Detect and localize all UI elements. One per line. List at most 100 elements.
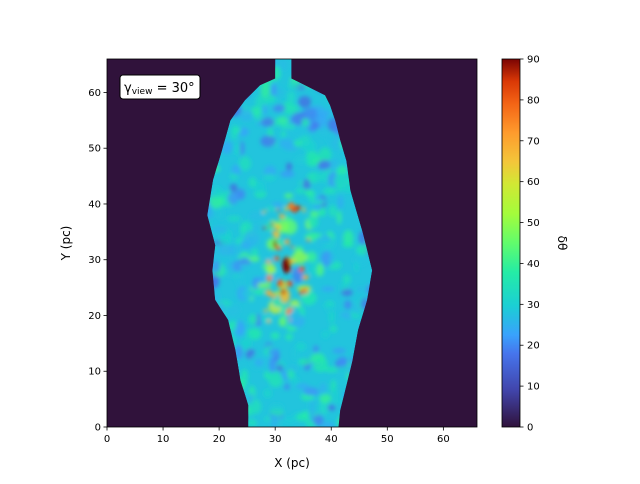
heatmap-cell xyxy=(218,244,235,256)
heatmap-cell xyxy=(240,338,252,352)
heatmap-cell xyxy=(234,142,241,156)
heatmap-cell xyxy=(252,277,260,290)
heatmap-cell xyxy=(322,303,336,308)
heatmap-cell xyxy=(234,345,244,360)
heatmap-cell xyxy=(357,286,362,292)
heatmap-cell xyxy=(318,399,329,415)
heatmap-hotspot xyxy=(265,260,272,263)
heatmap-cell xyxy=(237,258,253,265)
heatmap-cell xyxy=(211,226,228,233)
heatmap-cell xyxy=(248,313,258,325)
heatmap-cell xyxy=(302,178,311,191)
heatmap-cell xyxy=(319,206,326,217)
x-tick-label: 40 xyxy=(325,434,338,445)
heatmap-cell xyxy=(249,211,264,221)
heatmap-cell xyxy=(312,414,324,426)
heatmap-cell xyxy=(289,125,306,138)
heatmap-hotspot xyxy=(263,309,269,313)
heatmap-hotspot xyxy=(262,226,268,229)
y-tick-label: 10 xyxy=(88,367,101,378)
heatmap-cell xyxy=(248,176,257,188)
heatmap-hotspot xyxy=(270,223,273,227)
heatmap-cell xyxy=(319,382,327,396)
heatmap-cell xyxy=(337,365,350,372)
heatmap-cell xyxy=(270,332,280,340)
svg-text:γview = 30°: γview = 30° xyxy=(124,81,195,97)
colorbar-tick-label: 60 xyxy=(527,177,540,188)
heatmap-hotspot xyxy=(266,275,273,282)
y-tick-label: 60 xyxy=(88,88,101,99)
heatmap-hotspot xyxy=(285,311,291,315)
heatmap-cell xyxy=(295,413,309,422)
heatmap-cell xyxy=(313,345,319,353)
heatmap-cell xyxy=(349,314,365,319)
heatmap-cell xyxy=(260,82,271,99)
heatmap-cell xyxy=(319,393,332,404)
heatmap-cell xyxy=(332,388,340,405)
heatmap-hotspot xyxy=(298,266,305,273)
heatmap-hotspot xyxy=(277,279,283,286)
heatmap-cell xyxy=(342,274,351,285)
heatmap-cell xyxy=(238,156,252,171)
heatmap-cell xyxy=(285,333,293,341)
heatmap-cell xyxy=(307,216,319,229)
heatmap-cell xyxy=(317,159,332,170)
heatmap-cell xyxy=(229,173,239,180)
heatmap-cell xyxy=(305,190,314,196)
x-tick-label: 30 xyxy=(269,434,282,445)
heatmap-cell xyxy=(278,138,294,148)
heatmap-cell xyxy=(227,261,234,277)
heatmap-cell xyxy=(339,282,348,291)
heatmap-hotspot xyxy=(265,289,272,296)
annotation-box: γview = 30° xyxy=(119,74,201,100)
colorbar-tick-label: 80 xyxy=(527,95,540,106)
colorbar xyxy=(501,58,521,428)
heatmap-hotspot xyxy=(294,205,302,210)
heatmap-cell xyxy=(310,233,323,238)
y-tick-label: 20 xyxy=(88,311,101,322)
heatmap-cell xyxy=(254,358,264,367)
heatmap-cell xyxy=(212,186,223,198)
heatmap-hotspot xyxy=(262,210,267,214)
x-tick-label: 50 xyxy=(381,434,394,445)
heatmap-hotspot xyxy=(288,202,295,211)
heatmap-cell xyxy=(276,219,289,234)
heatmap-cell xyxy=(329,253,336,264)
x-tick-label: 0 xyxy=(104,434,110,445)
heatmap-hotspot xyxy=(276,208,280,212)
heatmap-cell xyxy=(235,188,246,200)
annotation-subscript: view xyxy=(132,87,153,97)
heatmap-hotspot xyxy=(272,230,276,236)
heatmap-cell xyxy=(303,387,319,396)
heatmap-cell xyxy=(321,330,330,339)
heatmap-cell xyxy=(284,215,292,221)
heatmap-cell xyxy=(328,310,335,324)
plot-frame xyxy=(106,58,478,428)
heatmap-cell xyxy=(286,90,296,104)
heatmap-cell xyxy=(332,348,346,354)
heatmap-cell xyxy=(301,117,310,127)
heatmap-cell xyxy=(278,316,287,327)
heatmap-cell xyxy=(253,180,266,195)
heatmap-cell xyxy=(264,175,274,181)
heatmap-cell xyxy=(209,194,224,209)
heatmap-cell xyxy=(279,287,291,304)
heatmap-cell xyxy=(270,414,281,427)
heatmap-cell xyxy=(231,124,238,141)
heatmap-cell xyxy=(239,108,254,122)
heatmap-cell xyxy=(321,421,335,427)
heatmap-cell xyxy=(261,104,268,115)
heatmap-hotspot xyxy=(267,319,271,324)
heatmap-cell xyxy=(295,342,307,352)
heatmap-peak xyxy=(282,257,291,274)
heatmap-cell xyxy=(294,155,309,165)
heatmap-cell xyxy=(323,187,337,195)
heatmap-cell xyxy=(327,404,336,411)
y-axis-label: Y (pc) xyxy=(59,226,73,262)
colorbar-tick-label: 90 xyxy=(527,55,540,66)
heatmap-cell xyxy=(264,94,276,102)
heatmap-hotspot xyxy=(304,287,308,295)
x-tick-label: 10 xyxy=(157,434,170,445)
heatmap-cell xyxy=(295,383,310,389)
heatmap-cell xyxy=(329,158,340,171)
